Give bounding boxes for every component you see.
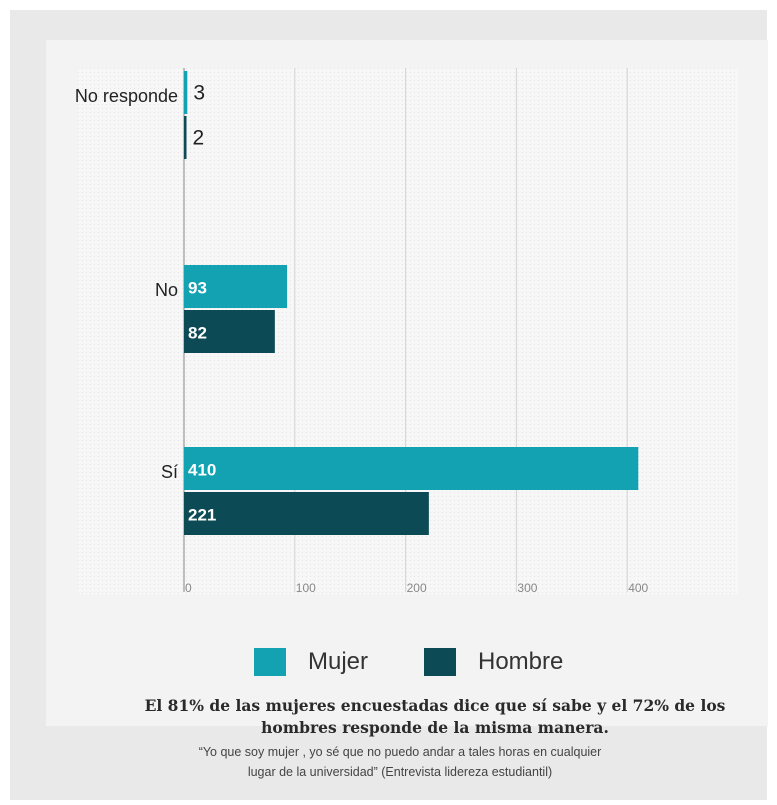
legend-item-mujer: Mujer [254,642,368,682]
category-label: No [155,280,178,300]
figure-frame: 0 100 200 300 400 No responde No Sí 3 93 410 2 82 221… [10,10,768,800]
bar-chart: 0 100 200 300 400 No responde No Sí 3 93 410 2 82 221 [75,68,738,595]
legend-swatch-hombre [424,648,456,676]
x-tick-label: 400 [628,581,648,595]
legend-label-hombre: Hombre [478,648,564,675]
quote-line-2: lugar de la universidad” (Entrevista lid… [247,765,553,779]
x-tick-label: 0 [185,581,192,595]
category-label: No responde [75,86,178,106]
caption-line-1: El 81% de las mujeres encuestadas dice q… [144,696,726,715]
x-tick-label: 200 [407,581,427,595]
legend-label-mujer: Mujer [308,648,369,675]
data-label: 93 [188,279,207,298]
data-label: 410 [188,461,216,480]
bar-hombre-0 [184,116,187,159]
category-label: Sí [161,462,178,482]
x-tick-label: 100 [296,581,316,595]
bar-mujer-0 [184,71,188,114]
chart-caption: El 81% de las mujeres encuestadas dice q… [90,695,777,739]
data-label: 221 [188,506,216,525]
data-label: 2 [193,127,205,150]
quote-text: “Yo que soy mujer , yo sé que no puedo a… [130,742,670,782]
legend-swatch-mujer [254,648,286,676]
caption-line-2: hombres responde de la misma manera. [261,718,609,737]
bar-hombre-1 [184,310,275,353]
bar-mujer-2 [184,447,639,490]
bar-mujer-1 [184,265,288,308]
legend-item-hombre: Hombre [424,642,563,682]
x-tick-label: 300 [517,581,537,595]
quote-line-1: “Yo que soy mujer , yo sé que no puedo a… [198,745,602,759]
data-label: 3 [193,82,205,105]
data-label: 82 [188,324,207,343]
chart-legend: Mujer Hombre [46,642,768,682]
bar-hombre-2 [184,492,429,535]
chart-card: 0 100 200 300 400 No responde No Sí 3 93 410 2 82 221… [46,40,768,737]
